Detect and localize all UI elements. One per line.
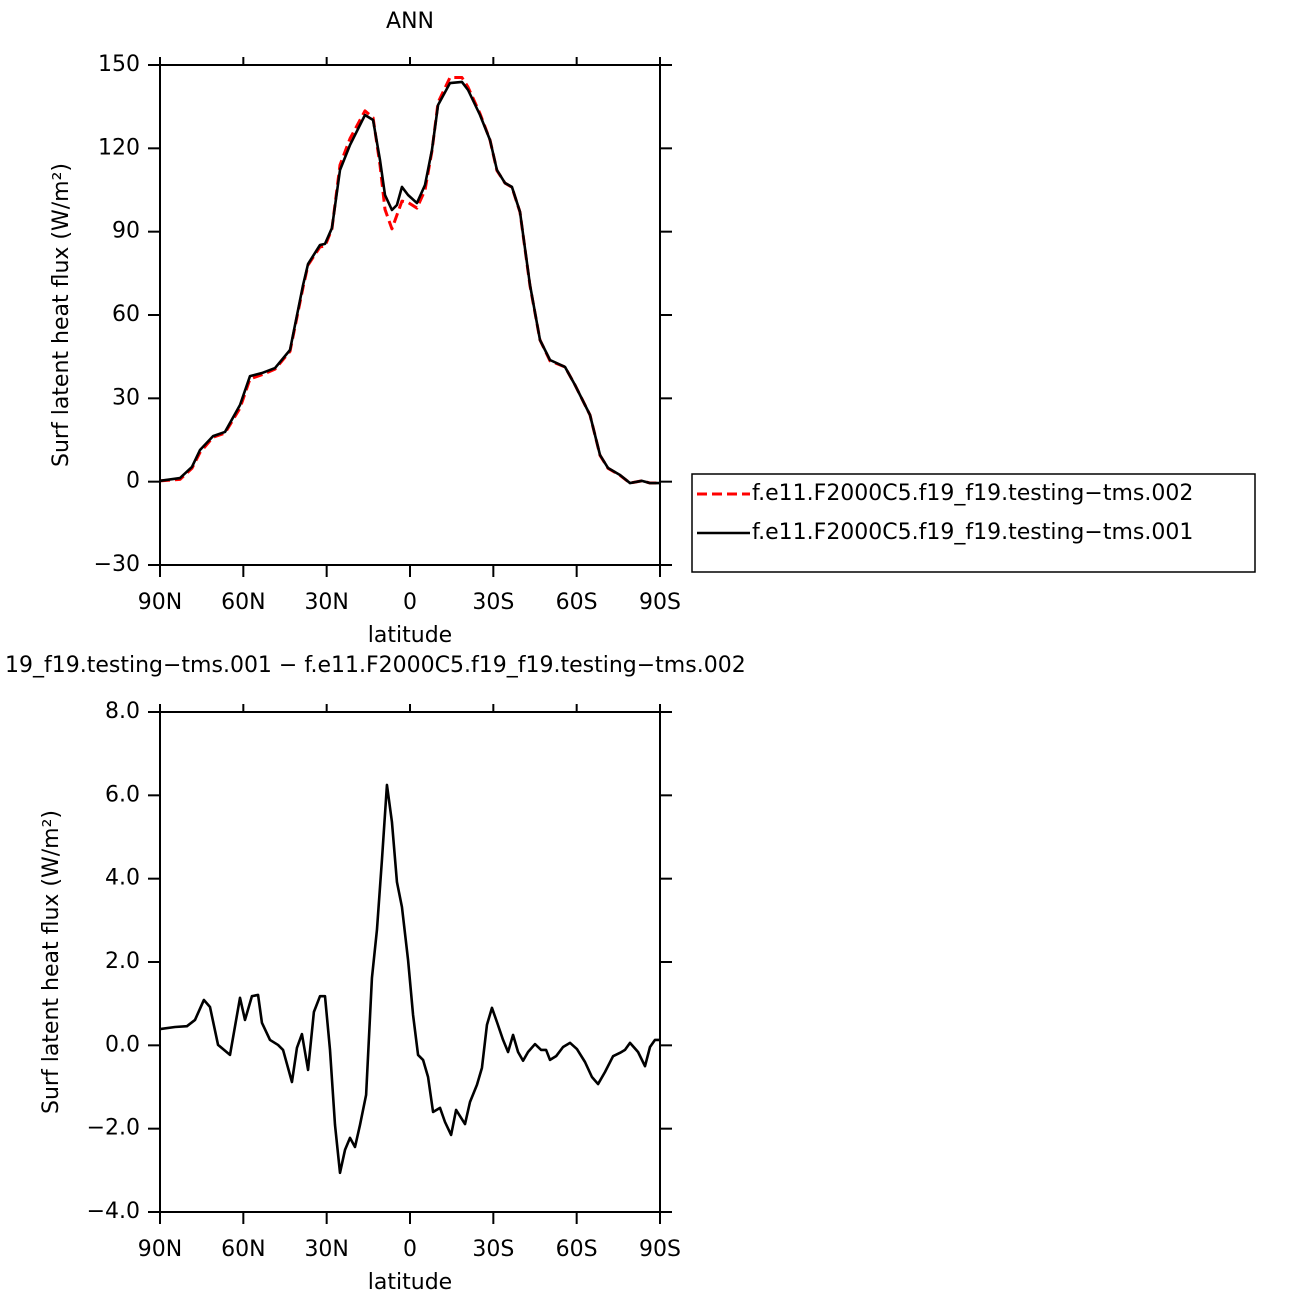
y-tick-label: 90 (112, 219, 140, 244)
y-tick-label: 6.0 (105, 782, 140, 807)
x-axis-label: latitude (368, 1270, 452, 1295)
chart-title: 19_f19.testing−tms.001 − f.e11.F2000C5.f… (5, 653, 746, 678)
chart-title: ANN (386, 9, 434, 34)
y-tick-label: 30 (112, 385, 140, 410)
x-tick-label: 0 (403, 1237, 417, 1262)
x-tick-label: 90S (639, 590, 681, 615)
series-line (159, 76, 660, 485)
x-tick-label: 60N (221, 590, 265, 615)
x-tick-label: 30N (304, 590, 348, 615)
x-tick-label: 90N (138, 590, 182, 615)
x-tick-label: 0 (403, 590, 417, 615)
legend-label: f.e11.F2000C5.f19_f19.testing−tms.002 (752, 481, 1193, 506)
y-tick-label: 8.0 (105, 699, 140, 724)
y-tick-label: 120 (98, 135, 140, 160)
x-tick-label: 60S (556, 1237, 598, 1262)
plot-frame (159, 64, 661, 566)
x-tick-label: 30S (472, 590, 514, 615)
x-tick-label: 30S (472, 1237, 514, 1262)
y-tick-label: 2.0 (105, 949, 140, 974)
x-tick-label: 90S (639, 1237, 681, 1262)
y-tick-label: 0 (126, 469, 140, 494)
y-axis-label: Surf latent heat flux (W/m²) (39, 810, 64, 1114)
x-tick-label: 90N (138, 1237, 182, 1262)
x-tick-label: 60N (221, 1237, 265, 1262)
legend-box (691, 473, 1256, 573)
y-tick-label: 60 (112, 302, 140, 327)
y-tick-label: 0.0 (105, 1032, 140, 1057)
y-tick-label: −2.0 (87, 1116, 140, 1141)
series-line (159, 783, 660, 1175)
x-axis-label: latitude (368, 623, 452, 648)
y-tick-label: 4.0 (105, 866, 140, 891)
y-axis-label: Surf latent heat flux (W/m²) (49, 163, 74, 467)
plot-frame (159, 711, 661, 1213)
y-tick-label: −30 (94, 552, 140, 577)
x-tick-label: 30N (304, 1237, 348, 1262)
y-tick-label: −4.0 (87, 1199, 140, 1224)
legend-label: f.e11.F2000C5.f19_f19.testing−tms.001 (752, 520, 1193, 545)
y-tick-label: 150 (98, 52, 140, 77)
series-line (159, 80, 660, 485)
x-tick-label: 60S (556, 590, 598, 615)
